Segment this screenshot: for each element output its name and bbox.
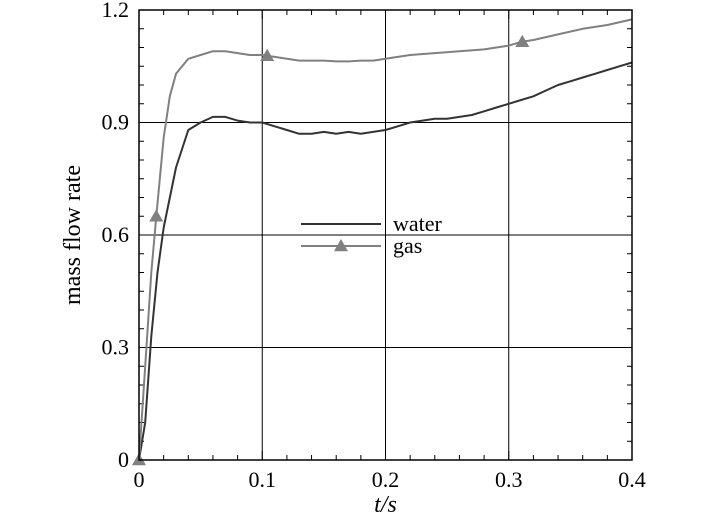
series-marker-gas xyxy=(515,34,530,47)
series-line-gas xyxy=(138,18,633,461)
x-tick-label: 0.2 xyxy=(372,467,400,492)
x-tick-labels: 0 0.1 0.2 0.3 0.4 xyxy=(134,467,646,492)
legend-label-gas: gas xyxy=(393,233,422,258)
y-tick-label: 0.9 xyxy=(102,110,130,135)
y-tick-label: 0.6 xyxy=(102,222,130,247)
y-tick-label: 0 xyxy=(118,447,129,472)
x-tick-label: 0.1 xyxy=(249,467,277,492)
y-tick-label: 0.3 xyxy=(102,335,130,360)
series-layer xyxy=(132,18,633,466)
x-tick-label: 0.3 xyxy=(495,467,523,492)
series-line-water xyxy=(138,61,633,461)
x-tick-label: 0 xyxy=(134,467,145,492)
series-marker-gas xyxy=(260,48,275,61)
x-tick-label: 0.4 xyxy=(618,467,646,492)
x-axis-title: t/s xyxy=(374,492,397,518)
grid-lines xyxy=(139,10,632,460)
y-tick-labels: 0 0.3 0.6 0.9 1.2 xyxy=(102,0,130,472)
plot-frame xyxy=(138,9,633,461)
y-tick-label: 1.2 xyxy=(102,0,130,22)
legend-label-water: water xyxy=(393,211,443,236)
series-marker-gas xyxy=(149,209,164,222)
legend-marker-gas xyxy=(334,239,348,252)
minor-ticks xyxy=(139,10,632,460)
y-axis-title: mass flow rate xyxy=(60,165,86,305)
